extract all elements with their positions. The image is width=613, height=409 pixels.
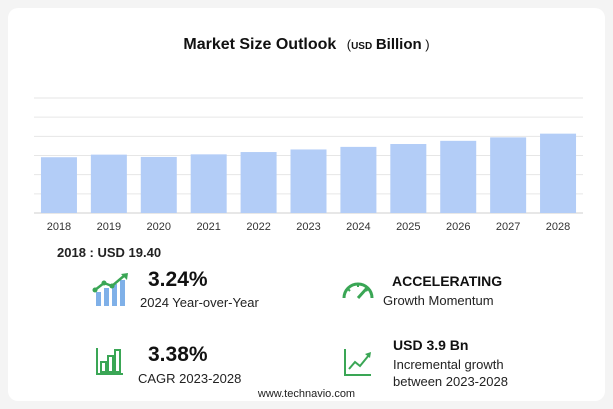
base-year-text: 2018 : USD <box>57 245 125 260</box>
yoy-stat: 3.24% <box>148 268 208 292</box>
x-tick-label: 2022 <box>246 221 270 233</box>
growth-bars-icon <box>92 273 128 306</box>
x-tick-label: 2020 <box>147 221 171 233</box>
bar-2024 <box>340 146 377 213</box>
speedometer-icon <box>342 282 374 300</box>
cagr-label-wrap: CAGR 2023-2028 <box>138 371 241 386</box>
cagr-value: 3.38% <box>148 343 208 366</box>
unit-word: Billion <box>375 36 422 53</box>
bar-2021 <box>190 154 227 213</box>
momentum-stat: ACCELERATING <box>392 273 502 289</box>
bar-2027 <box>490 137 527 213</box>
base-year-value: 19.40 <box>128 245 162 260</box>
bar-2018 <box>40 157 77 213</box>
incr-label-2: between 2023-2028 <box>393 374 508 389</box>
bar-2028 <box>540 133 577 213</box>
bar-2025 <box>390 144 427 213</box>
title-text: Market Size Outlook <box>183 36 337 53</box>
bar-2023 <box>290 149 327 213</box>
x-tick-label: 2025 <box>396 221 420 233</box>
incr-stat: USD 3.9 Bn <box>393 337 468 353</box>
incr-label-2-wrap: between 2023-2028 <box>393 374 508 389</box>
cagr-stat: 3.38% <box>148 343 208 367</box>
incr-label-1: Incremental growth <box>393 357 504 372</box>
chart-title: Market Size Outlook (USD Billion ) <box>0 36 613 54</box>
x-tick-label: 2028 <box>546 221 570 233</box>
momentum-label-wrap: Growth Momentum <box>383 293 494 308</box>
bar-2026 <box>440 140 477 213</box>
incr-label-1-wrap: Incremental growth <box>393 357 504 372</box>
momentum-value: ACCELERATING <box>392 273 503 289</box>
incr-value: USD 3.9 Bn <box>393 337 469 353</box>
yoy-value: 3.24% <box>148 268 208 291</box>
bar-2022 <box>240 152 277 213</box>
momentum-label: Growth Momentum <box>383 293 494 308</box>
unit-wrap: (USD Billion ) <box>346 36 430 53</box>
base-year-label: 2018 : USD 19.40 <box>57 245 161 260</box>
x-tick-label: 2019 <box>97 221 121 233</box>
x-tick-label: 2021 <box>196 221 220 233</box>
x-tick-label: 2018 <box>47 221 71 233</box>
cagr-label: CAGR 2023-2028 <box>138 371 242 386</box>
yoy-label-wrap: 2024 Year-over-Year <box>140 295 259 310</box>
line-trend-icon <box>344 349 371 376</box>
x-tick-label: 2027 <box>496 221 520 233</box>
x-tick-label: 2024 <box>346 221 370 233</box>
source-url: www.technavio.com <box>257 388 356 400</box>
bar-2020 <box>140 156 177 213</box>
bar-2019 <box>90 154 127 213</box>
bar-chart-icon <box>96 348 123 375</box>
x-tick-label: 2026 <box>446 221 470 233</box>
unit-text: USD <box>351 41 373 52</box>
x-tick-label: 2023 <box>296 221 320 233</box>
yoy-label: 2024 Year-over-Year <box>140 295 259 310</box>
